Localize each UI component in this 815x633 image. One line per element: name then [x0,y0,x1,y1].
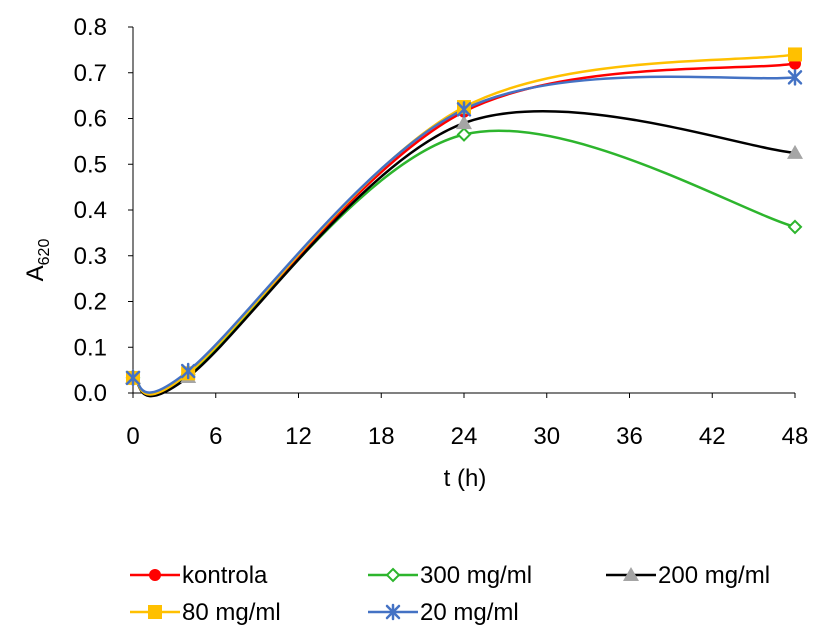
y-tick-label: 0.1 [74,334,107,361]
data-point-300-mg-ml [456,127,472,142]
legend-marker-kontrola [149,569,161,581]
y-tick-label: 0.4 [74,197,107,224]
data-point-300-mg-ml [787,219,803,235]
legend-item-kontrola: kontrola [130,562,268,589]
x-tick-label: 48 [782,423,809,450]
x-axis-label: t (h) [444,465,487,492]
legend-item-80-mg-ml: 80 mg/ml [130,599,281,626]
legend-marker-80-mg-ml [148,605,162,619]
y-axis-label: A620 [22,239,53,282]
y-tick-label: 0.5 [74,151,107,178]
data-point-20-mg-ml [180,362,196,380]
x-tick-label: 30 [533,423,560,450]
data-point-20-mg-ml [787,69,803,86]
y-tick-label: 0.8 [74,14,107,41]
legend-marker-20-mg-ml [385,603,401,621]
legend-item-200-mg-ml: 200 mg/ml [606,562,770,589]
legend-label: 80 mg/ml [182,599,281,626]
x-tick-label: 24 [451,423,478,450]
x-tick-label: 36 [616,423,643,450]
legend-item-300-mg-ml: 300 mg/ml [368,562,532,589]
y-axis-label-subscript: 620 [36,239,53,266]
x-tick-label: 42 [699,423,726,450]
legend: kontrola 300 mg/ml 200 mg/ml 80 mg/ml 20 mg/… [130,562,770,626]
x-tick-label: 6 [209,423,222,450]
series-markers [125,47,803,387]
data-point-80-mg-ml [788,47,802,62]
legend-marker-200-mg-ml [623,567,639,581]
data-point-200-mg-ml [787,144,803,159]
x-axis-tick-labels: 0 6 12 18 24 30 36 42 48 [126,393,808,450]
series-lines [132,53,796,398]
y-tick-label: 0.3 [74,243,107,270]
x-tick-label: 12 [285,423,312,450]
legend-label: 300 mg/ml [420,562,532,589]
data-point-20-mg-ml [456,101,472,118]
y-tick-label: 0.2 [74,289,107,316]
series-line-200-mg-ml [132,109,796,398]
y-tick-label: 0.6 [74,106,107,133]
data-point-200-mg-ml [456,115,472,130]
x-tick-label: 0 [126,423,139,450]
y-axis-tick-labels: 0.0 0.1 0.2 0.3 0.4 0.5 0.6 0.7 0.8 [74,14,133,407]
legend-marker-300-mg-ml [385,567,401,583]
y-axis-label-main: A [22,265,49,281]
series-line-300-mg-ml [132,129,796,395]
legend-label: kontrola [182,562,268,589]
y-tick-label: 0.0 [74,380,107,407]
legend-label: 20 mg/ml [420,599,519,626]
y-tick-label: 0.7 [74,60,107,87]
data-point-20-mg-ml [125,369,141,387]
legend-item-20-mg-ml: 20 mg/ml [368,599,519,626]
axes [132,27,795,394]
legend-label: 200 mg/ml [658,562,770,589]
x-tick-label: 18 [368,423,395,450]
series-line-20-mg-ml [132,75,796,394]
